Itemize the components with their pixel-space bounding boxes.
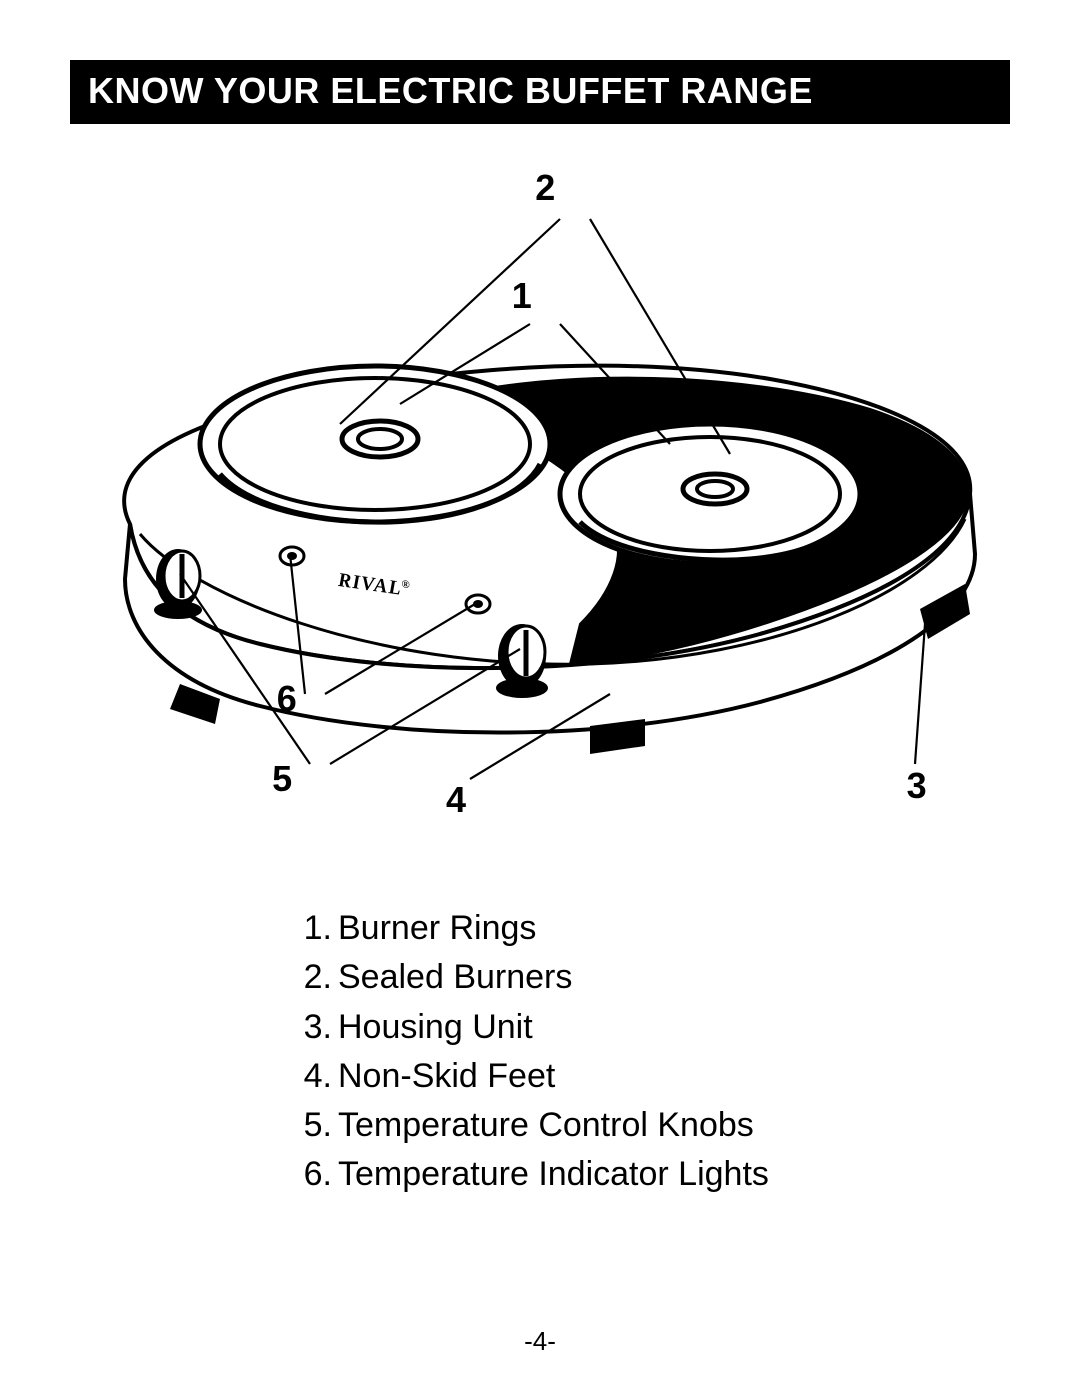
legend-item: 2. Sealed Burners (290, 953, 1010, 1002)
legend-item: 3. Housing Unit (290, 1003, 1010, 1052)
legend-item: 5. Temperature Control Knobs (290, 1101, 1010, 1150)
manual-page: KNOW YOUR ELECTRIC BUFFET RANGE (0, 0, 1080, 1397)
page-title-text: KNOW YOUR ELECTRIC BUFFET RANGE (88, 70, 813, 111)
legend-item: 1. Burner Rings (290, 904, 1010, 953)
parts-legend: 1. Burner Rings 2. Sealed Burners 3. Hou… (290, 904, 1010, 1200)
callout-4: 4 (446, 779, 466, 821)
left-burner (200, 366, 550, 522)
legend-text: Non-Skid Feet (338, 1052, 555, 1101)
callout-5: 5 (272, 758, 292, 800)
legend-num: 1. (290, 904, 332, 953)
legend-item: 4. Non-Skid Feet (290, 1052, 1010, 1101)
legend-num: 2. (290, 953, 332, 1002)
right-burner (560, 424, 862, 564)
legend-text: Housing Unit (338, 1003, 533, 1052)
buffet-range-illustration (70, 124, 1010, 844)
indicator-light-right (466, 595, 490, 613)
legend-text: Temperature Indicator Lights (338, 1150, 769, 1199)
legend-num: 4. (290, 1052, 332, 1101)
legend-num: 6. (290, 1150, 332, 1199)
product-diagram: RIVAL® 2 1 6 5 4 3 (70, 124, 1010, 844)
legend-text: Sealed Burners (338, 953, 572, 1002)
callout-1: 1 (512, 275, 532, 317)
callout-6: 6 (277, 678, 297, 720)
legend-text: Temperature Control Knobs (338, 1101, 754, 1150)
callout-2: 2 (535, 167, 555, 209)
page-title-bar: KNOW YOUR ELECTRIC BUFFET RANGE (70, 60, 1010, 124)
legend-item: 6. Temperature Indicator Lights (290, 1150, 1010, 1199)
legend-num: 5. (290, 1101, 332, 1150)
legend-num: 3. (290, 1003, 332, 1052)
callout-3: 3 (907, 765, 927, 807)
legend-text: Burner Rings (338, 904, 536, 953)
indicator-light-left (280, 547, 304, 565)
page-number: -4- (0, 1326, 1080, 1357)
